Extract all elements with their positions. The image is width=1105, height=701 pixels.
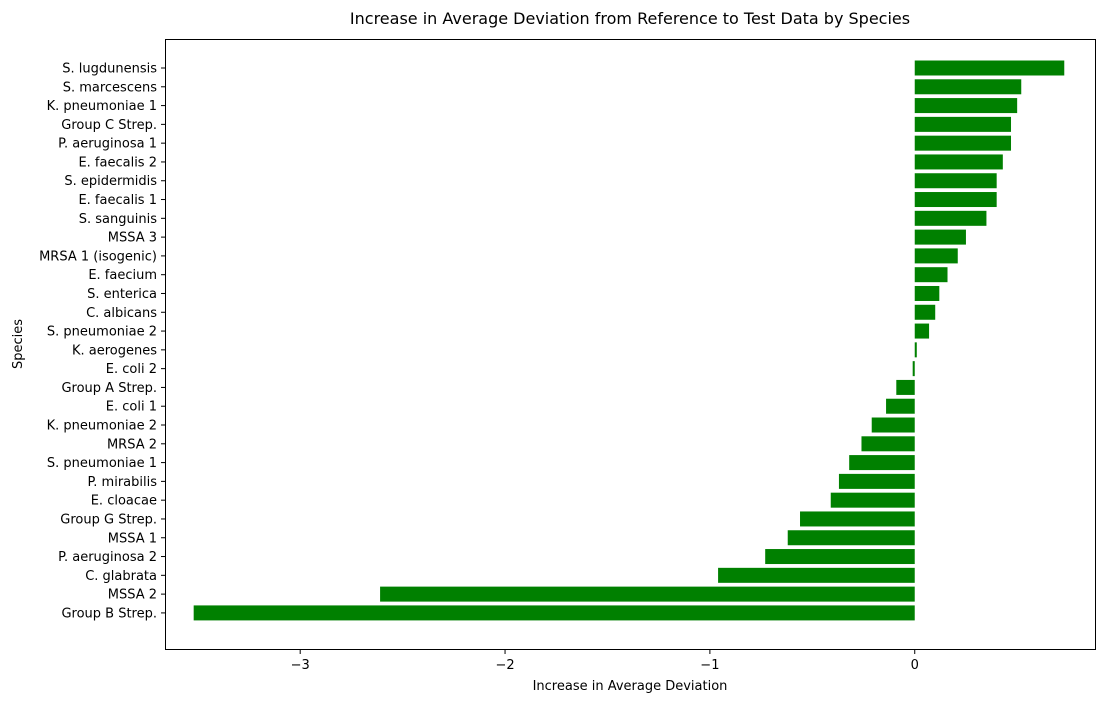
bar (914, 98, 1018, 114)
y-tick-labels: S. lugdunensis S. marcescens K. pneumoniae… (39, 62, 165, 621)
bar (886, 398, 915, 414)
y-tick-label: C. glabrata (85, 569, 157, 584)
y-tick-label: S. epidermidis (64, 174, 157, 189)
y-tick-label: S. marcescens (63, 80, 158, 95)
y-tick-label: Group G Strep. (60, 512, 157, 527)
y-tick-label: E. coli 2 (106, 362, 157, 377)
bar (914, 285, 940, 301)
bar (914, 173, 997, 189)
y-tick-label: P. aeruginosa 2 (58, 550, 157, 565)
bar (896, 379, 915, 395)
y-tick-label: Group C Strep. (61, 118, 157, 133)
bar (849, 455, 915, 471)
y-tick-label: K. pneumoniae 1 (47, 99, 157, 114)
bar (765, 549, 915, 565)
y-tick-label: S. lugdunensis (62, 62, 157, 77)
bar (914, 323, 930, 339)
bars-group (193, 60, 1065, 621)
bar (914, 304, 936, 320)
y-tick-label: S. pneumoniae 1 (47, 456, 157, 471)
bar (718, 567, 915, 583)
y-tick-label: MSSA 1 (108, 531, 157, 546)
y-tick-label: C. albicans (86, 306, 157, 321)
y-tick-label: E. faecium (88, 268, 157, 283)
y-tick-label: E. faecalis 2 (78, 155, 157, 170)
bar (871, 417, 915, 433)
y-tick-label: MRSA 2 (107, 437, 157, 452)
y-tick-label: S. pneumoniae 2 (47, 325, 157, 340)
bar (914, 79, 1022, 95)
x-tick-label: 0 (911, 658, 919, 673)
y-tick-label: MSSA 2 (108, 588, 157, 603)
bar (914, 154, 1003, 170)
plot-frame (165, 39, 1096, 650)
y-tick-label: K. aerogenes (72, 343, 157, 358)
x-tick-label: −3 (291, 658, 310, 673)
bar (838, 473, 915, 489)
y-tick-label: P. mirabilis (87, 475, 157, 490)
x-tick-label: −1 (700, 658, 719, 673)
bar (380, 586, 915, 602)
y-tick-label: Group B Strep. (61, 606, 157, 621)
y-tick-label: E. faecalis 1 (78, 193, 157, 208)
bar (914, 229, 966, 245)
x-tick-label: −2 (495, 658, 514, 673)
y-tick-label: K. pneumoniae 2 (47, 419, 157, 434)
bar (914, 342, 917, 358)
y-tick-label: E. cloacae (91, 494, 157, 509)
bar (914, 210, 987, 226)
chart-title: Increase in Average Deviation from Refer… (350, 9, 910, 28)
y-axis-label: Species (11, 319, 26, 369)
bar (914, 267, 948, 283)
bar (800, 511, 915, 527)
bar (914, 248, 958, 264)
bar (912, 361, 915, 377)
y-tick-label: MRSA 1 (isogenic) (39, 249, 157, 264)
x-ticks: −3 −2 −1 0 (291, 650, 919, 673)
y-tick-label: E. coli 1 (106, 400, 157, 415)
bar (914, 60, 1065, 76)
bar (914, 192, 997, 208)
bar (830, 492, 915, 508)
bar (787, 530, 915, 546)
bar (861, 436, 915, 452)
y-tick-label: P. aeruginosa 1 (58, 137, 157, 152)
y-tick-label: MSSA 3 (108, 231, 157, 246)
y-tick-label: S. enterica (87, 287, 157, 302)
y-tick-label: Group A Strep. (61, 381, 157, 396)
bar (193, 605, 915, 621)
bar (914, 116, 1012, 132)
x-axis-label: Increase in Average Deviation (533, 679, 728, 694)
bar (914, 135, 1012, 151)
y-tick-label: S. sanguinis (79, 212, 157, 227)
